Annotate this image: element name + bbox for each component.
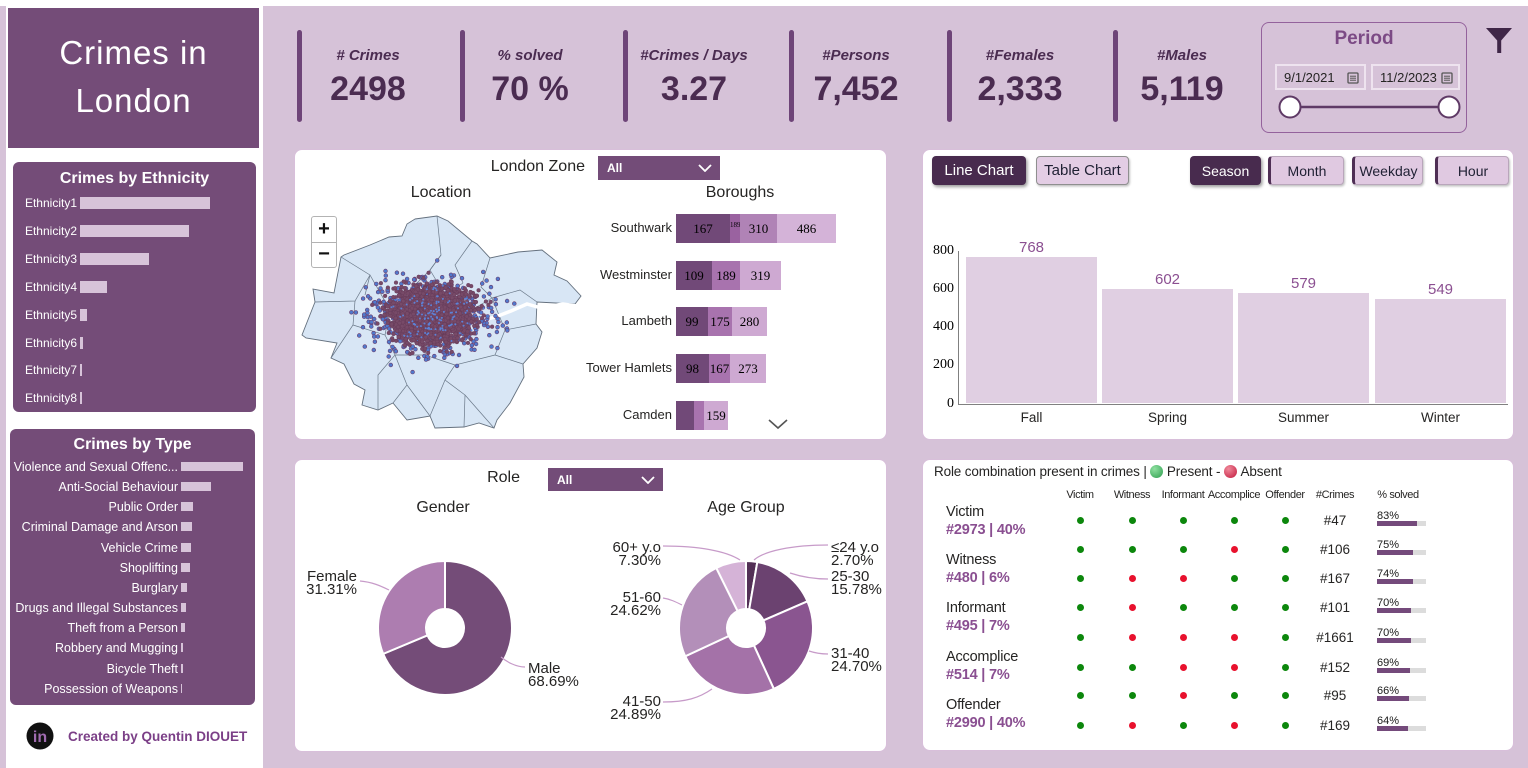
- svg-text:in: in: [33, 729, 47, 746]
